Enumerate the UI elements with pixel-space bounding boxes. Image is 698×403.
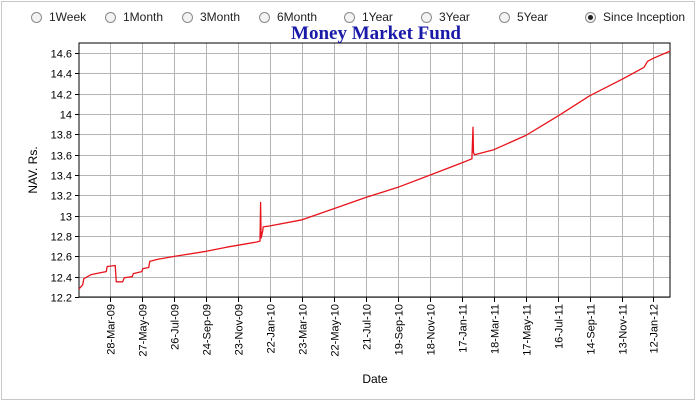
- range-selector: 1Week 1Month 3Month 6Month 1Year 3Year 5…: [0, 7, 698, 29]
- radio-button[interactable]: [585, 11, 596, 23]
- y-tick-label: 13.6: [51, 151, 72, 163]
- range-option-label: 3Year: [439, 10, 470, 24]
- radio-button[interactable]: [344, 11, 355, 23]
- y-tick-label: 12.8: [51, 232, 72, 244]
- range-option-label: 3Month: [200, 10, 241, 24]
- range-option-1month[interactable]: 1Month: [105, 7, 163, 27]
- y-tick-label: 12.2: [51, 293, 72, 305]
- y-tick-label: 13.4: [51, 171, 72, 183]
- x-tick-label: 22-Jan-10: [266, 304, 278, 354]
- range-option-label: 1Week: [49, 10, 87, 24]
- range-option-5year[interactable]: 5Year: [499, 7, 548, 27]
- range-option-label: 1Month: [123, 10, 164, 24]
- y-tick-label: 13.8: [51, 130, 72, 142]
- radio-button[interactable]: [31, 11, 42, 23]
- range-option-3year[interactable]: 3Year: [421, 7, 470, 27]
- series-layer: [78, 50, 671, 290]
- radio-button[interactable]: [499, 11, 510, 23]
- x-tick-label: 16-Jul-11: [554, 304, 566, 349]
- y-tick-label: 14.2: [51, 90, 72, 102]
- radio-button[interactable]: [421, 11, 432, 23]
- range-option-label: 1Year: [362, 10, 393, 24]
- range-option-3month[interactable]: 3Month: [182, 7, 240, 27]
- range-option-label: 6Month: [277, 10, 318, 24]
- y-tick-label: 12.6: [51, 252, 72, 264]
- x-tick-label: 23-Mar-10: [298, 304, 310, 355]
- range-option-1year[interactable]: 1Year: [344, 7, 393, 27]
- range-option-label: Since Inception: [603, 10, 686, 24]
- nav-series-line: [78, 50, 671, 290]
- gridlines: [79, 43, 670, 298]
- y-tick-label: 13: [60, 212, 72, 224]
- radio-button[interactable]: [259, 11, 270, 23]
- x-tick-label: 18-Mar-11: [490, 304, 502, 354]
- range-option-label: 5Year: [517, 10, 548, 24]
- y-tick-label: 14.6: [51, 49, 72, 61]
- x-tick-label: 27-May-09: [138, 304, 150, 357]
- range-option-6month[interactable]: 6Month: [259, 7, 317, 27]
- x-tick-label: 28-Mar-09: [106, 304, 118, 355]
- y-tick-label: 13.2: [51, 191, 72, 203]
- x-tick-label: 14-Sep-11: [586, 304, 598, 355]
- x-tick-label: 13-Nov-11: [618, 304, 630, 355]
- x-tick-label: 26-Jul-09: [170, 304, 182, 350]
- x-tick-label: 22-May-10: [330, 304, 342, 357]
- x-tick-label: 23-Nov-09: [234, 304, 246, 355]
- x-axis-title: Date: [362, 372, 388, 386]
- axis-ticks: [75, 53, 654, 302]
- tick-labels: 12.2 12.4 12.6 12.8 13 13.2 13.4 13.6 13.8 14 14.2…: [51, 49, 661, 357]
- range-option-1week[interactable]: 1Week: [31, 7, 86, 27]
- y-tick-label: 12.4: [51, 273, 72, 285]
- range-option-since-inception[interactable]: Since Inception: [585, 7, 685, 27]
- x-tick-label: 21-Jul-10: [362, 304, 374, 350]
- y-axis-title: NAV. Rs.: [26, 146, 40, 193]
- x-tick-label: 17-May-11: [522, 304, 534, 356]
- x-tick-label: 19-Sep-10: [394, 304, 406, 355]
- x-tick-label: 12-Jan-12: [649, 304, 661, 354]
- radio-button[interactable]: [182, 11, 193, 23]
- radio-button[interactable]: [105, 11, 116, 23]
- y-tick-label: 14.4: [51, 69, 72, 81]
- x-tick-label: 17-Jan-11: [458, 304, 470, 353]
- x-tick-label: 18-Nov-10: [426, 304, 438, 355]
- y-tick-label: 14: [60, 110, 72, 122]
- plot-area-border: [78, 42, 671, 298]
- chart-title: Money Market Fund: [291, 23, 461, 44]
- x-tick-label: 24-Sep-09: [202, 304, 214, 355]
